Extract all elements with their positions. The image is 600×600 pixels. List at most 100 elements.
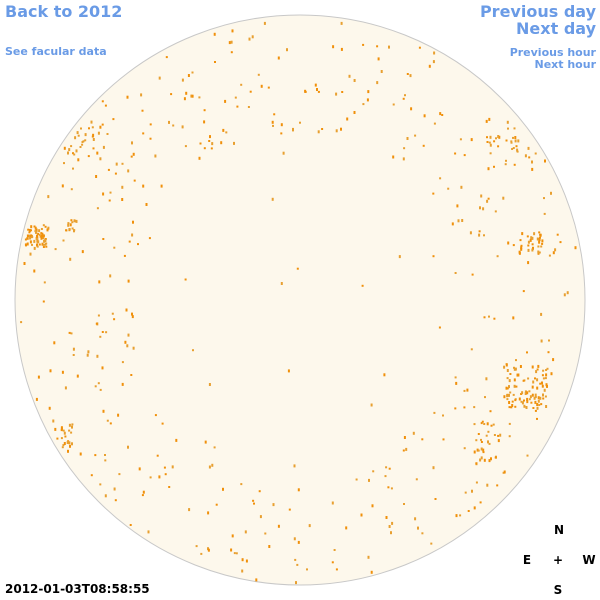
timestamp: 2012-01-03T08:58:55 (5, 582, 150, 596)
facula (130, 155, 133, 158)
facula (304, 90, 307, 93)
previous-day-link[interactable]: Previous day (479, 2, 596, 21)
previous-hour-link[interactable]: Previous hour (509, 46, 596, 59)
facula (31, 236, 34, 238)
facula (198, 156, 201, 160)
facula (493, 434, 496, 436)
facula (99, 388, 102, 391)
facula (75, 149, 78, 153)
facula (403, 147, 406, 150)
facula (73, 229, 75, 233)
facula (81, 143, 84, 146)
facula (208, 140, 211, 142)
facula (383, 373, 386, 377)
facula (272, 503, 275, 507)
facula (60, 426, 63, 430)
facula (534, 377, 536, 380)
facula (230, 548, 233, 552)
facula (106, 133, 109, 135)
facula (514, 367, 517, 371)
facula (384, 475, 387, 478)
facula (486, 483, 489, 487)
facula (37, 240, 40, 244)
facula (480, 194, 483, 198)
facula (99, 125, 102, 129)
facula (537, 364, 540, 368)
facula (559, 241, 562, 244)
facula (102, 238, 105, 240)
next-day-link[interactable]: Next day (516, 19, 596, 38)
facular-link[interactable]: See facular data (5, 45, 107, 58)
facula (52, 419, 55, 423)
facula (539, 233, 542, 237)
facula (539, 382, 542, 385)
facula (111, 312, 114, 315)
facula (451, 222, 454, 226)
facula (68, 228, 71, 231)
facula (71, 423, 74, 426)
facula (211, 463, 214, 467)
facula (503, 365, 506, 369)
facula (469, 231, 472, 235)
facula (480, 456, 483, 460)
next-hour-link[interactable]: Next hour (534, 58, 597, 71)
facula (29, 237, 32, 240)
facula (353, 79, 356, 82)
facula (387, 486, 390, 489)
facula (91, 126, 94, 129)
facula (506, 394, 509, 398)
facula (415, 478, 418, 481)
facula (24, 238, 27, 241)
facula (54, 427, 57, 431)
facula (124, 340, 127, 344)
facula (506, 387, 509, 390)
facula (421, 438, 424, 441)
facula (513, 163, 516, 166)
facula (280, 132, 283, 135)
facula (183, 97, 186, 101)
facula (531, 248, 534, 252)
facula (534, 393, 537, 397)
facula (473, 423, 476, 426)
facula (536, 417, 538, 420)
facula (273, 113, 276, 116)
facula (377, 57, 380, 61)
facula (541, 374, 544, 377)
facula (271, 120, 274, 124)
facula (455, 514, 458, 518)
facula (26, 237, 29, 240)
facula (63, 146, 66, 150)
facula (546, 384, 548, 388)
facula (552, 358, 555, 362)
facula (109, 191, 112, 194)
facula (495, 137, 497, 140)
compass-north: N (553, 523, 565, 537)
facula (297, 540, 300, 544)
facula (388, 45, 390, 49)
facula (181, 125, 184, 129)
facula (537, 399, 540, 403)
facula (257, 73, 260, 76)
facula (154, 154, 157, 158)
back-link[interactable]: Back to 2012 (5, 2, 123, 21)
facula (502, 196, 505, 200)
facula (60, 437, 63, 440)
facula (33, 246, 36, 250)
facula (515, 145, 518, 148)
facula (293, 537, 296, 541)
facula (370, 403, 373, 407)
facula (72, 354, 75, 356)
facula (542, 377, 545, 380)
facula (422, 144, 425, 147)
facula (516, 148, 519, 152)
facula (230, 51, 233, 54)
facula (512, 136, 514, 139)
facula (172, 124, 175, 127)
facula (479, 458, 482, 462)
facula (80, 127, 82, 130)
facula (42, 224, 45, 227)
facula (294, 558, 297, 561)
facula (255, 578, 258, 582)
facula (280, 123, 283, 127)
facula (308, 524, 311, 528)
